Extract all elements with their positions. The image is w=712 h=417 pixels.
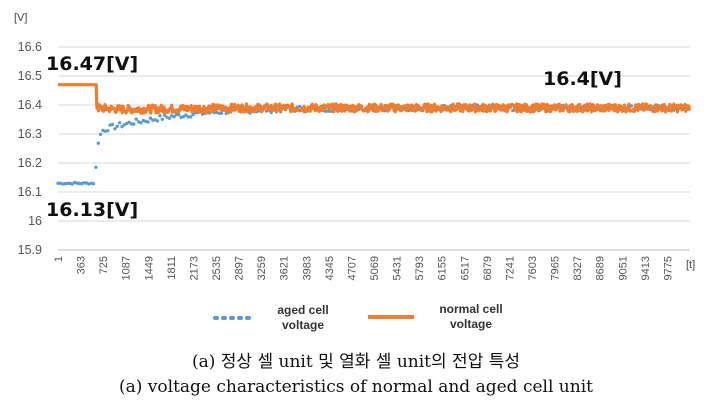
x-tick-label: 1449 [143, 256, 155, 280]
legend-normal-label-line1: normal cell [439, 302, 502, 316]
annotation-normal-start: 16.47[V] [46, 53, 138, 75]
x-tick-label: 7241 [504, 256, 516, 280]
data-point [113, 127, 117, 131]
x-tick-label: 3983 [301, 256, 313, 280]
data-point [120, 125, 124, 129]
data-point [56, 181, 60, 185]
x-tick-label: 725 [98, 256, 110, 274]
annotation-aged-start: 16.13[V] [46, 199, 138, 221]
data-point [217, 111, 221, 115]
data-point [184, 113, 188, 117]
caption-korean: (a) 정상 셀 unit 및 열화 셀 unit의 전압 특성 [191, 352, 521, 372]
data-point [172, 115, 176, 119]
x-tick-labels: 1 363 725 1087 1449 1811 2173 2535 2897 3259 3621 3… [53, 256, 674, 280]
legend-normal-label-line2: voltage [450, 317, 492, 331]
data-point [132, 122, 136, 126]
series-normal-cell [57, 83, 692, 115]
legend-aged-label-line1: aged cell [277, 303, 328, 317]
y-tick-label: 16.2 [18, 156, 42, 170]
x-tick-label: 8327 [572, 256, 584, 280]
x-tick-label: 5793 [414, 256, 426, 280]
x-tick-label: 9413 [640, 256, 652, 280]
chart: 15.9 16 16.1 16.2 16.3 16.4 16.5 16.6 1 363 725 10… [14, 12, 695, 332]
data-point [189, 115, 193, 119]
x-tick-label: 3621 [279, 256, 291, 280]
x-tick-label: 5431 [392, 256, 404, 280]
caption-english: (a) voltage characteristics of normal an… [119, 377, 593, 397]
y-tick-label: 16.1 [18, 185, 42, 199]
data-point [98, 132, 103, 136]
data-point [134, 117, 138, 121]
data-point [127, 120, 131, 125]
data-point [110, 122, 115, 127]
y-tick-label: 16 [28, 214, 42, 228]
data-point [167, 116, 172, 121]
data-point [106, 129, 110, 133]
y-tick-label: 16.3 [18, 127, 42, 141]
x-tick-label: 6155 [437, 256, 449, 280]
data-point [219, 111, 224, 115]
y-unit-label: [V] [14, 12, 27, 24]
x-tick-label: 4345 [324, 256, 336, 280]
x-tick-label: 1811 [166, 256, 178, 280]
annotation-steady: 16.4[V] [543, 68, 622, 90]
legend: aged cell voltage normal cell voltage [213, 302, 503, 332]
x-tick-label: 363 [76, 256, 88, 274]
series-line [57, 83, 692, 115]
x-tick-label: 9051 [617, 256, 629, 280]
series-layer [56, 83, 692, 186]
y-tick-label: 16.4 [18, 98, 42, 112]
data-point [328, 109, 333, 114]
x-tick-label: 2173 [188, 256, 200, 280]
x-tick-label: 8689 [595, 256, 607, 280]
x-unit-label: [t] [686, 259, 695, 271]
data-point [94, 165, 98, 169]
y-tick-label: 15.9 [18, 243, 42, 257]
data-point [91, 182, 96, 186]
data-point [115, 124, 119, 128]
series-aged-cell [56, 103, 690, 186]
chart-svg: 15.9 16 16.1 16.2 16.3 16.4 16.5 16.6 1 363 725 10… [14, 12, 695, 332]
x-tick-label: 2535 [211, 256, 223, 280]
data-point [158, 114, 162, 118]
data-point [269, 110, 273, 115]
x-tick-label: 6879 [482, 256, 494, 280]
data-point [186, 115, 190, 119]
data-point [117, 121, 122, 125]
x-tick-label: 5069 [369, 256, 381, 280]
x-tick-label: 2897 [234, 256, 246, 280]
y-tick-labels: 15.9 16 16.1 16.2 16.3 16.4 16.5 16.6 [18, 40, 42, 257]
y-tick-label: 16.6 [18, 40, 42, 54]
data-point [155, 119, 160, 123]
data-point [160, 117, 164, 122]
legend-aged-label-line2: voltage [282, 318, 324, 332]
x-tick-label: 1 [53, 256, 65, 262]
data-point [146, 120, 150, 124]
x-tick-label: 1087 [121, 256, 133, 280]
x-tick-label: 9775 [662, 256, 674, 280]
data-point [191, 112, 195, 117]
x-tick-label: 6517 [459, 256, 471, 280]
data-point [162, 113, 167, 117]
x-tick-label: 3259 [256, 256, 268, 280]
x-tick-label: 7603 [527, 256, 539, 280]
data-point [96, 141, 101, 145]
x-tick-label: 4707 [346, 256, 358, 280]
data-point [139, 121, 143, 125]
x-tick-label: 7965 [550, 256, 562, 280]
y-tick-label: 16.5 [18, 69, 42, 83]
data-point [177, 113, 181, 117]
data-point [148, 116, 153, 120]
